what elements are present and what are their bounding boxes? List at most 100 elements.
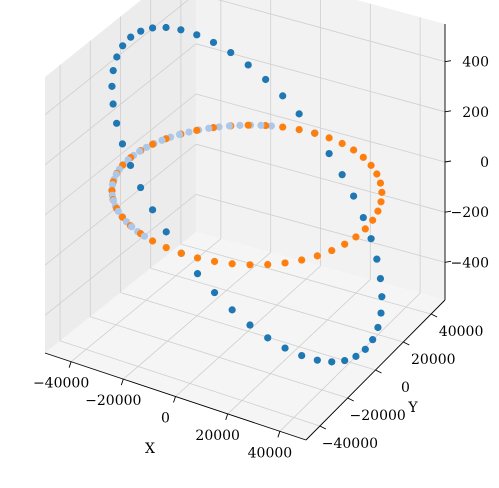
- data-point-series-1: [148, 206, 157, 214]
- data-point-series-1: [295, 110, 303, 118]
- data-point-series-2: [281, 259, 289, 267]
- data-point-series-1: [378, 293, 386, 301]
- data-point-series-2: [210, 257, 219, 266]
- data-point-series-1: [162, 23, 170, 32]
- data-point-series-1: [109, 100, 117, 108]
- data-point-series-1: [148, 24, 157, 32]
- data-point-series-1: [210, 289, 219, 297]
- grid-line-z-left: [44, 0, 189, 115]
- data-point-series-2: [298, 256, 306, 264]
- data-point-series-2: [148, 140, 157, 148]
- x-axis-label: X: [145, 441, 155, 457]
- data-point-series-3: [158, 136, 166, 144]
- data-point-series-3: [185, 128, 193, 136]
- y-tick-mark: [430, 313, 438, 318]
- data-point-series-2: [350, 146, 358, 154]
- data-point-series-3: [108, 180, 117, 189]
- data-point-series-1: [262, 75, 270, 84]
- data-points: [108, 23, 386, 366]
- data-point-series-1: [109, 67, 117, 75]
- data-point-series-2: [244, 121, 252, 129]
- data-point-series-1: [369, 336, 377, 344]
- y-tick-label: −40000: [322, 436, 378, 452]
- y-axis-label: Y: [407, 400, 418, 416]
- data-point-series-1: [113, 119, 121, 127]
- data-point-series-1: [377, 309, 385, 317]
- data-point-series-2: [264, 260, 272, 269]
- x-tick-mark: [225, 413, 229, 421]
- data-point-series-3: [114, 207, 122, 215]
- grid-line-z-back: [195, 143, 446, 213]
- data-point-series-1: [374, 323, 382, 332]
- data-point-series-2: [338, 139, 346, 148]
- grid-line-z-back: [195, 193, 446, 263]
- data-point-series-1: [279, 92, 287, 100]
- data-point-series-2: [325, 134, 333, 142]
- data-point-series-2: [369, 216, 377, 224]
- grid-line-z-back: [195, 43, 446, 113]
- data-point-series-1: [328, 358, 336, 366]
- data-point-series-2: [376, 179, 385, 187]
- data-point-series-3: [215, 123, 223, 131]
- data-point-series-1: [298, 351, 306, 360]
- data-point-series-2: [361, 225, 369, 233]
- data-point-series-1: [108, 82, 116, 90]
- data-point-series-3: [257, 121, 265, 129]
- x-tick-mark: [173, 396, 176, 403]
- data-point-series-3: [236, 121, 244, 129]
- grid-line-z-left: [44, 194, 197, 316]
- data-point-series-3: [136, 147, 144, 155]
- data-point-series-2: [228, 260, 236, 268]
- data-point-series-2: [367, 161, 375, 169]
- data-point-series-2: [162, 243, 170, 252]
- data-point-series-2: [193, 254, 202, 262]
- x-tick-label: 0: [161, 411, 170, 427]
- data-point-series-2: [377, 198, 385, 206]
- data-point-series-3: [267, 122, 275, 130]
- data-point-series-1: [113, 53, 121, 61]
- data-point-series-1: [338, 171, 346, 179]
- grid-line-z-left: [44, 143, 197, 266]
- grid-line-y-floor: [59, 340, 321, 427]
- data-point-series-1: [227, 48, 235, 57]
- data-point-series-1: [246, 321, 254, 329]
- grid-line-y-floor: [180, 243, 432, 315]
- data-point-series-1: [119, 42, 127, 50]
- data-point-series-2: [193, 126, 201, 134]
- grid-line-z-back: [195, 93, 446, 163]
- x-tick-mark: [120, 378, 124, 386]
- x-tick-label: −20000: [85, 393, 141, 409]
- data-point-series-2: [246, 261, 254, 269]
- data-point-series-2: [148, 237, 157, 245]
- pane-floor: [45, 232, 445, 440]
- y-tick-label: −20000: [350, 408, 406, 424]
- y-tick-label: 20000: [411, 352, 456, 368]
- data-point-series-1: [350, 192, 358, 200]
- data-point-series-1: [127, 33, 135, 41]
- data-point-series-1: [244, 61, 252, 69]
- x-tick-label: 40000: [248, 445, 293, 461]
- y-tick-label: 40000: [439, 324, 484, 340]
- x-tick-label: 20000: [195, 428, 240, 444]
- data-point-series-1: [359, 213, 367, 222]
- z-tick-mark: [444, 210, 452, 213]
- data-point-series-1: [228, 306, 236, 314]
- data-point-series-2: [374, 207, 382, 215]
- data-point-series-1: [193, 31, 201, 39]
- z-tick-label: −200: [451, 205, 489, 221]
- data-point-series-2: [177, 249, 185, 257]
- y-tick-mark: [403, 341, 410, 346]
- z-tick-label: −400: [451, 255, 489, 271]
- data-point-series-1: [341, 356, 349, 365]
- axis-panes: [45, 0, 445, 440]
- data-point-series-1: [352, 352, 360, 360]
- data-point-series-1: [126, 161, 135, 170]
- data-point-series-2: [359, 153, 367, 161]
- data-point-series-3: [225, 122, 234, 130]
- z-tick-mark: [444, 110, 452, 113]
- data-point-series-2: [328, 246, 336, 255]
- data-point-series-2: [311, 129, 319, 137]
- grid-line-y-floor: [120, 292, 376, 371]
- data-point-series-2: [295, 126, 303, 134]
